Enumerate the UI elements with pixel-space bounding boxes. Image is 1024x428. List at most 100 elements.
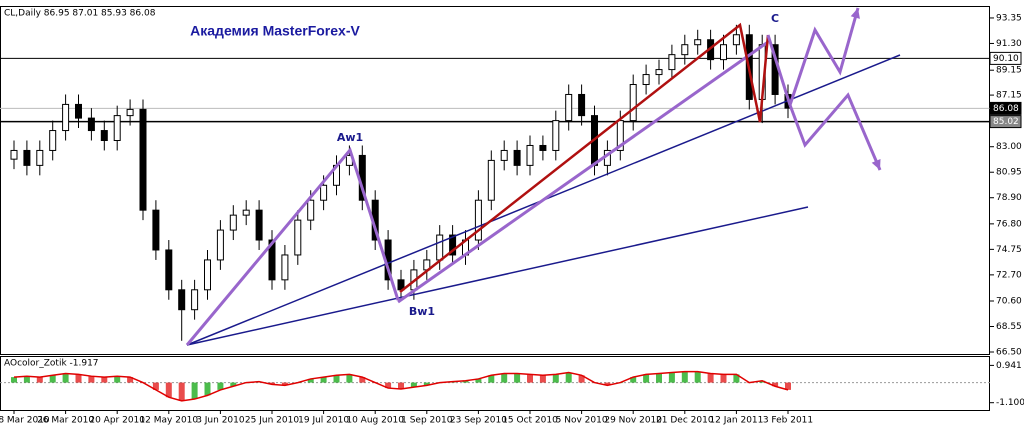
indicator-bar <box>269 382 275 385</box>
y-tick-label: 87.15 <box>996 91 1022 101</box>
x-tick-label: 5 Nov 2010 <box>556 416 608 426</box>
indicator-bar <box>178 382 185 401</box>
y-tick-label: 78.90 <box>996 193 1022 203</box>
candle-body <box>436 234 444 261</box>
candle-body <box>191 289 199 311</box>
candle-body <box>23 149 31 166</box>
indicator-bar <box>398 382 404 389</box>
candle-body <box>526 144 534 166</box>
x-tick-label: 23 Sep 2010 <box>450 416 507 426</box>
indicator-bar <box>385 382 392 389</box>
trend-line <box>186 206 809 346</box>
price-level-box <box>989 101 1022 115</box>
x-tick-label: 15 Oct 2010 <box>502 416 558 426</box>
y-tick-label: 70.60 <box>996 296 1022 306</box>
indicator-bar <box>643 374 650 383</box>
candle-body <box>204 259 211 291</box>
price-level-label: 90.10 <box>993 54 1019 64</box>
wave-label: Aw1 <box>337 131 363 144</box>
indicator-bar <box>514 373 521 383</box>
indicator-bar <box>656 373 662 383</box>
y-tick-label: 91.30 <box>996 39 1022 49</box>
indicator-line <box>13 370 789 402</box>
wave-label: C <box>771 12 779 25</box>
candle-body <box>229 214 237 231</box>
indicator-bar <box>191 382 198 400</box>
symbol-header: CL,Daily 86.95 87.01 85.93 86.08 <box>4 9 156 19</box>
indicator-bar <box>565 372 572 383</box>
arrow-head <box>850 8 860 19</box>
indicator-bar <box>527 374 533 383</box>
x-tick-label: 3 Feb 2011 <box>763 416 813 426</box>
candle-body <box>100 130 108 141</box>
candle-body <box>500 149 508 161</box>
candle-body <box>165 249 173 291</box>
candle-body <box>694 39 702 46</box>
indicator-bar <box>217 382 224 390</box>
indicator-bar <box>152 382 159 390</box>
indicator-bar <box>333 375 340 383</box>
candle-body <box>668 54 676 71</box>
indicator-bar <box>707 373 714 383</box>
candle-body <box>449 234 457 256</box>
indicator-bar <box>501 373 508 383</box>
indicator-bar <box>88 376 95 383</box>
main-frame <box>0 6 990 355</box>
candle-body <box>474 199 482 241</box>
x-tick-label: 3 Jun 2010 <box>196 416 245 426</box>
indicator-bar <box>101 377 108 383</box>
candle-body <box>281 254 289 281</box>
indicator-header: AOcolor_Zotik -1.917 <box>4 359 99 369</box>
y-tick-label: 74.75 <box>996 245 1022 255</box>
indicator-bar <box>423 382 430 386</box>
candle-body <box>552 120 560 151</box>
indicator-bar <box>604 382 611 386</box>
candle-body <box>268 239 276 281</box>
x-tick-label: 10 Aug 2010 <box>346 416 404 426</box>
candle-body <box>87 117 95 132</box>
candle-body <box>513 149 521 166</box>
x-tick-label: 19 Jul 2010 <box>298 416 349 426</box>
candle-body <box>242 209 250 216</box>
indicator-bar <box>668 372 675 383</box>
candle-body <box>720 44 727 61</box>
y-tick-label: 80.95 <box>996 168 1022 178</box>
indicator-bar <box>127 377 134 383</box>
candle-body <box>320 184 328 201</box>
indicator-bar <box>23 376 30 383</box>
candle-body <box>113 115 121 141</box>
indicator-bar <box>733 374 740 383</box>
indicator-bar <box>11 377 17 383</box>
indicator-bar <box>410 382 417 388</box>
indicator-bar <box>462 380 469 383</box>
candle-body <box>539 144 547 151</box>
indicator-bar <box>720 374 727 383</box>
candle-body <box>178 289 186 311</box>
candle-body <box>629 84 637 122</box>
x-tick-label: 26 Mar 2010 <box>37 416 94 426</box>
candle-body <box>36 149 44 166</box>
indicator-bar <box>488 375 495 383</box>
candle-body <box>75 103 82 119</box>
candle-body <box>642 74 650 86</box>
indicator-bar <box>681 371 688 383</box>
y-tick-label: -1.1004 <box>996 398 1024 408</box>
x-tick-label: 8 Mar 2010 <box>0 416 50 426</box>
y-tick-label: 93.35 <box>996 13 1022 23</box>
indicator-bar <box>759 380 766 383</box>
candle-body <box>139 108 147 211</box>
forecast-arrow <box>788 92 882 171</box>
indicator-bar <box>62 373 69 383</box>
candle-body <box>681 44 689 56</box>
indicator-bar <box>49 375 56 383</box>
indicator-bar <box>307 378 314 383</box>
y-tick-label: 83.00 <box>996 142 1022 152</box>
x-tick-label: 1 Sep 2010 <box>401 416 453 426</box>
candle-body <box>655 69 663 76</box>
y-tick-label: 89.15 <box>996 66 1022 76</box>
indicator-bar <box>578 375 585 383</box>
wave-label: Bw1 <box>409 305 435 318</box>
candle-body <box>294 219 302 256</box>
indicator-bar <box>552 374 559 383</box>
price-level-box <box>989 51 1022 65</box>
